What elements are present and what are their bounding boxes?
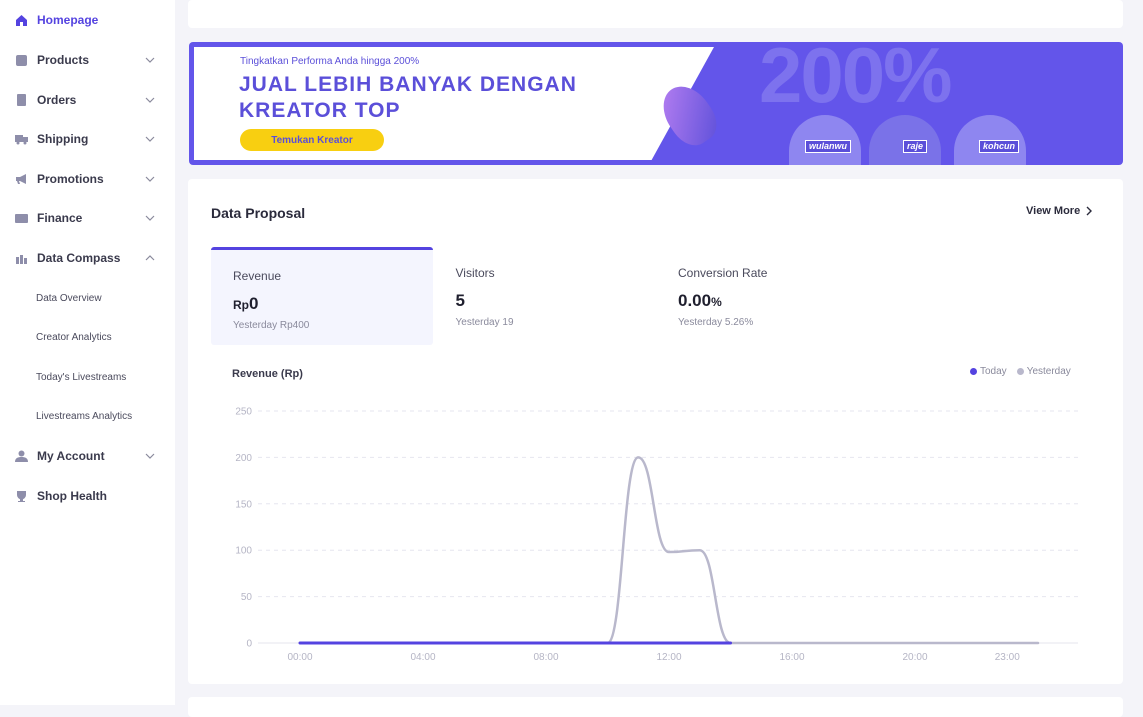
legend-today[interactable]: Today bbox=[970, 366, 1007, 377]
x-tick-label: 04:00 bbox=[410, 652, 435, 663]
banner-title-line2: KREATOR TOP bbox=[239, 99, 401, 122]
sidebar-item-data-compass[interactable]: Data Compass bbox=[0, 246, 175, 270]
sidebar-item-label: Shop Health bbox=[37, 489, 108, 503]
metric-number: 0.00 bbox=[678, 291, 712, 310]
banner-title: JUAL LEBIH BANYAK DENGAN KREATOR TOP bbox=[239, 72, 577, 124]
metric-number: 5 bbox=[455, 291, 465, 310]
sidebar-item-shop-health[interactable]: Shop Health bbox=[0, 484, 175, 508]
user-icon bbox=[15, 450, 28, 462]
sidebar-item-label: Finance bbox=[37, 211, 83, 225]
chevron-down-icon[interactable] bbox=[144, 133, 156, 145]
document-icon bbox=[15, 94, 28, 106]
megaphone-icon bbox=[15, 173, 28, 185]
creator-tag: raje bbox=[903, 140, 928, 153]
y-tick-label: 200 bbox=[235, 453, 252, 464]
sidebar: Homepage Products Orders Shipping Promotions… bbox=[0, 0, 175, 705]
metric-suffix: % bbox=[711, 295, 722, 309]
x-tick-label: 12:00 bbox=[656, 652, 681, 663]
sidebar-item-label: Data Compass bbox=[37, 251, 121, 265]
find-creator-button[interactable]: Temukan Kreator bbox=[240, 129, 384, 151]
sidebar-subitem[interactable]: Today's Livestreams bbox=[36, 372, 127, 383]
view-more-label: View More bbox=[1026, 205, 1081, 217]
x-tick-label: 00:00 bbox=[287, 652, 312, 663]
metric-value: 5 bbox=[456, 291, 634, 311]
metric-yesterday: Yesterday Rp400 bbox=[233, 320, 310, 331]
y-tick-label: 250 bbox=[235, 407, 252, 418]
banner-200-text: 200% bbox=[759, 42, 952, 119]
chart-legend: Today Yesterday bbox=[970, 366, 1071, 377]
metric-value: Rp0 bbox=[233, 294, 411, 314]
metric-tab-revenue[interactable]: Revenue Rp0 Yesterday Rp400 bbox=[211, 247, 433, 345]
metric-tab-conversion-rate[interactable]: Conversion Rate 0.00% Yesterday 5.26% bbox=[656, 247, 878, 345]
sidebar-subitem[interactable]: Livestreams Analytics bbox=[36, 411, 133, 422]
sidebar-item-label: Orders bbox=[37, 93, 77, 107]
creator-tag: kohcun bbox=[979, 140, 1020, 153]
sidebar-item-label: My Account bbox=[37, 449, 105, 463]
legend-label: Yesterday bbox=[1026, 366, 1071, 377]
legend-label: Today bbox=[980, 366, 1007, 377]
x-tick-label: 20:00 bbox=[902, 652, 927, 663]
sidebar-item-label: Products bbox=[37, 53, 90, 67]
y-tick-label: 100 bbox=[235, 546, 252, 557]
metric-yesterday: Yesterday 19 bbox=[455, 317, 514, 328]
home-icon bbox=[15, 14, 28, 26]
chart-title: Revenue (Rp) bbox=[232, 368, 303, 380]
metric-label: Visitors bbox=[455, 266, 495, 280]
sidebar-item-finance[interactable]: Finance bbox=[0, 206, 175, 230]
banner-title-line1: JUAL LEBIH BANYAK DENGAN bbox=[239, 73, 577, 96]
sidebar-item-products[interactable]: Products bbox=[0, 48, 175, 72]
chevron-down-icon[interactable] bbox=[144, 54, 156, 66]
view-more-link[interactable]: View More bbox=[1026, 205, 1093, 217]
sidebar-item-promotions[interactable]: Promotions bbox=[0, 167, 175, 191]
sidebar-item-label: Shipping bbox=[37, 132, 89, 146]
x-tick-label: 23:00 bbox=[995, 652, 1020, 663]
y-tick-label: 0 bbox=[246, 639, 252, 650]
legend-yesterday[interactable]: Yesterday bbox=[1016, 366, 1071, 377]
chevron-up-icon[interactable] bbox=[144, 252, 156, 264]
metric-number: 0 bbox=[249, 294, 259, 313]
bar-chart-icon bbox=[15, 252, 28, 264]
chevron-down-icon[interactable] bbox=[144, 173, 156, 185]
sidebar-subitem[interactable]: Data Overview bbox=[36, 293, 102, 304]
chevron-down-icon[interactable] bbox=[144, 450, 156, 462]
bottom-card bbox=[188, 697, 1123, 717]
sidebar-item-my-account[interactable]: My Account bbox=[0, 444, 175, 468]
top-card bbox=[188, 0, 1123, 28]
chevron-down-icon[interactable] bbox=[144, 212, 156, 224]
data-proposal-title: Data Proposal bbox=[211, 205, 306, 221]
promo-banner[interactable]: Tingkatkan Performa Anda hingga 200% JUA… bbox=[189, 42, 1123, 165]
truck-icon bbox=[15, 133, 28, 145]
x-tick-label: 08:00 bbox=[533, 652, 558, 663]
y-tick-label: 150 bbox=[235, 499, 252, 510]
chevron-right-icon bbox=[1086, 206, 1093, 216]
chevron-down-icon[interactable] bbox=[144, 94, 156, 106]
sidebar-subitem[interactable]: Creator Analytics bbox=[36, 332, 112, 343]
sidebar-item-orders[interactable]: Orders bbox=[0, 88, 175, 112]
sidebar-item-label: Promotions bbox=[37, 172, 104, 186]
metric-prefix: Rp bbox=[233, 298, 249, 312]
x-tick-label: 16:00 bbox=[779, 652, 804, 663]
metric-yesterday: Yesterday 5.26% bbox=[678, 317, 754, 328]
banner-subtitle: Tingkatkan Performa Anda hingga 200% bbox=[240, 56, 420, 67]
trophy-icon bbox=[15, 490, 28, 502]
sidebar-item-label: Homepage bbox=[37, 13, 99, 27]
y-tick-label: 50 bbox=[241, 592, 253, 603]
sidebar-item-homepage[interactable]: Homepage bbox=[0, 8, 175, 32]
metric-value: 0.00% bbox=[678, 291, 856, 311]
bag-icon bbox=[15, 54, 28, 66]
sidebar-item-shipping[interactable]: Shipping bbox=[0, 127, 175, 151]
metric-label: Revenue bbox=[233, 269, 282, 283]
metric-label: Conversion Rate bbox=[678, 266, 768, 280]
creator-tag: wulanwu bbox=[805, 140, 851, 153]
credit-card-icon bbox=[15, 212, 28, 224]
metric-tab-visitors[interactable]: Visitors 5 Yesterday 19 bbox=[434, 247, 656, 345]
